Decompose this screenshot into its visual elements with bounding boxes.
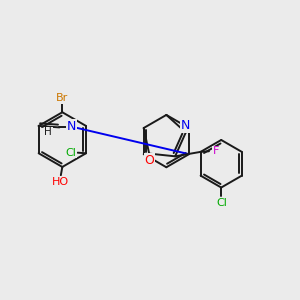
Text: Cl: Cl <box>217 198 227 208</box>
Text: N: N <box>181 119 190 132</box>
Text: O: O <box>144 154 154 166</box>
Text: F: F <box>213 146 219 156</box>
Text: H: H <box>44 128 52 137</box>
Text: HO: HO <box>52 177 69 187</box>
Text: Br: Br <box>56 93 68 103</box>
Text: N: N <box>67 120 76 133</box>
Text: Cl: Cl <box>65 148 76 158</box>
